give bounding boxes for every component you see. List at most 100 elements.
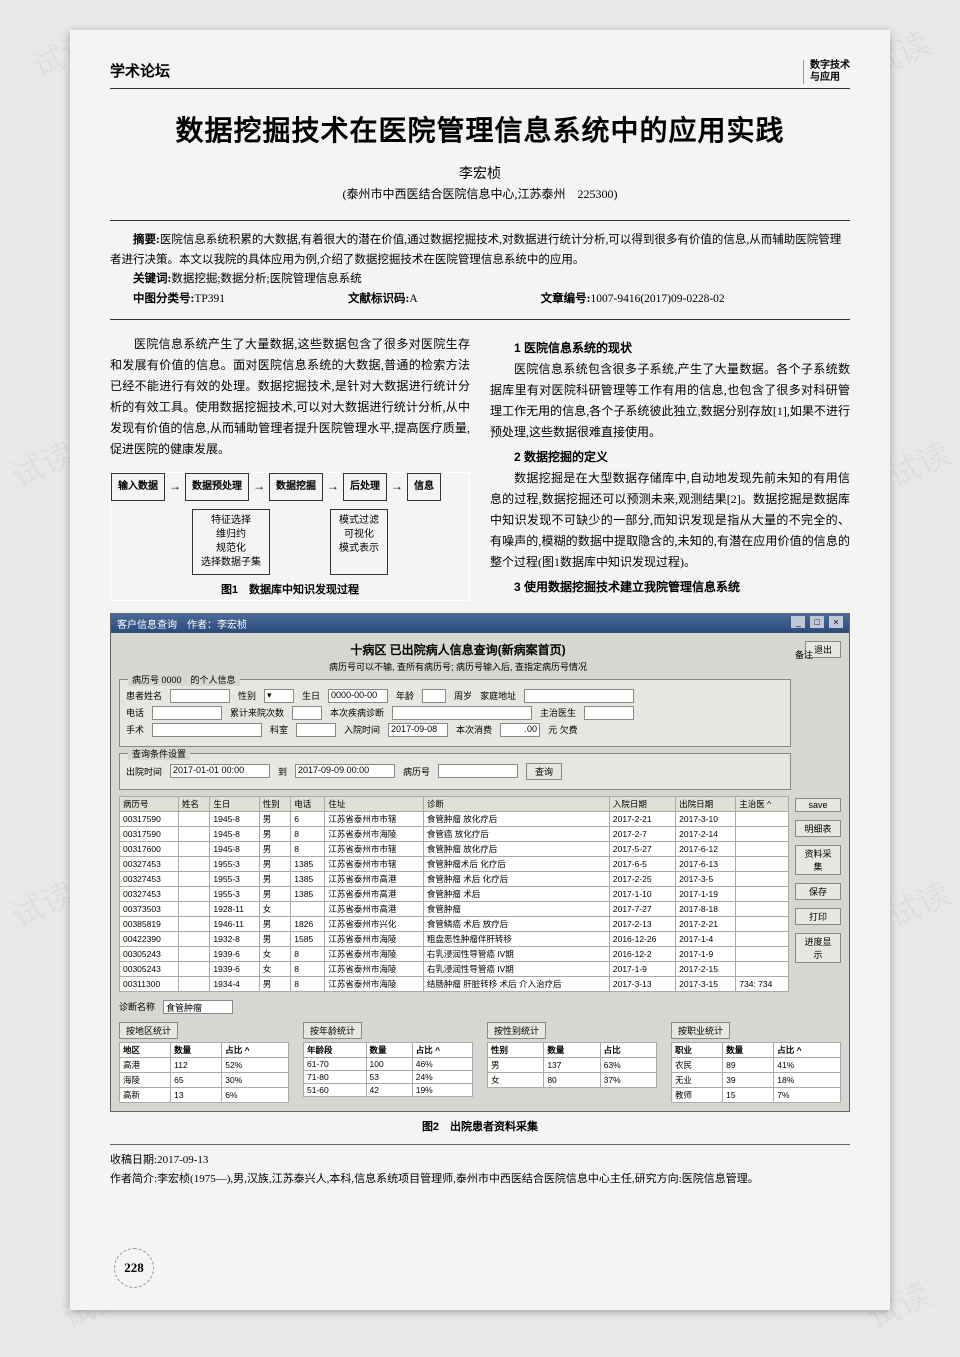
- table-row[interactable]: 003175901945-8男6江苏省泰州市市辖食管肿瘤 放化疗后2017-2-…: [120, 811, 789, 826]
- table-row[interactable]: 003175901945-8男8江苏省泰州市海陵食管癌 放化疗后2017-2-7…: [120, 826, 789, 841]
- table-header[interactable]: 入院日期: [609, 796, 675, 811]
- diag-name-input[interactable]: 食管肿瘤: [163, 1000, 233, 1014]
- dept-label: 科室: [270, 723, 288, 736]
- table-row[interactable]: 003274531955-3男1385江苏省泰州市市辖食管肿瘤术后 化疗后201…: [120, 856, 789, 871]
- stats-cell: 18%: [774, 1072, 841, 1087]
- table-row[interactable]: 003052431939-6女8江苏省泰州市海陵右乳浸润性导管癌 IV期2016…: [120, 946, 789, 961]
- close-icon[interactable]: ×: [829, 616, 843, 628]
- record-no-input[interactable]: [438, 764, 518, 778]
- received-label: 收稿日期:: [110, 1154, 157, 1166]
- sex-select[interactable]: ▾: [264, 689, 294, 703]
- stats-header: 数量: [544, 1042, 600, 1057]
- table-header[interactable]: 住址: [325, 796, 424, 811]
- maximize-icon[interactable]: □: [810, 616, 824, 628]
- search-button[interactable]: 查询: [526, 763, 562, 780]
- table-cell: 2016-12-2: [609, 946, 675, 961]
- admit-input[interactable]: 2017-09-08: [388, 723, 448, 737]
- table-header[interactable]: 电话: [291, 796, 325, 811]
- stats-age-button[interactable]: 按年龄统计: [303, 1022, 362, 1039]
- table-cell: 男: [259, 871, 291, 886]
- query-legend: 查询条件设置: [128, 747, 190, 760]
- table-row[interactable]: 003274531955-3男1385江苏省泰州市高港食管肿瘤 术后 化疗后20…: [120, 871, 789, 886]
- phone-input[interactable]: [152, 706, 222, 720]
- stats-cell: 100: [366, 1057, 412, 1070]
- table-cell: 1385: [291, 856, 325, 871]
- side-action-button[interactable]: 明细表: [795, 820, 841, 837]
- table-row[interactable]: 004223901932-8男1585江苏省泰州市海陵粗盘恶性肿瘤伴肝转移201…: [120, 931, 789, 946]
- stats-cell: 高港: [120, 1057, 171, 1072]
- table-row[interactable]: 003052431939-6女8江苏省泰州市海陵右乳浸润性导管癌 IV期2017…: [120, 961, 789, 976]
- stats-cell: 71-80: [304, 1070, 367, 1083]
- table-row[interactable]: 003176001945-8男8江苏省泰州市市辖食管肿瘤 放化疗后2017-5-…: [120, 841, 789, 856]
- table-header[interactable]: 主治医 ^: [736, 796, 789, 811]
- stats-row[interactable]: 女8037%: [488, 1072, 657, 1087]
- table-cell: 1945-8: [210, 811, 259, 826]
- stats-row[interactable]: 农民8941%: [672, 1057, 841, 1072]
- side-action-button[interactable]: 资料采集: [795, 845, 841, 875]
- admit-label: 入院时间: [344, 723, 380, 736]
- age-input[interactable]: [422, 689, 446, 703]
- table-header[interactable]: 姓名: [178, 796, 210, 811]
- diag-input[interactable]: [392, 706, 532, 720]
- table-header[interactable]: 出院日期: [676, 796, 736, 811]
- birth-input[interactable]: 0000-00-00: [328, 689, 388, 703]
- stats-row[interactable]: 海陵6530%: [120, 1072, 289, 1087]
- side-action-button[interactable]: 保存: [795, 883, 841, 900]
- visits-input[interactable]: [292, 706, 322, 720]
- stats-row[interactable]: 无业3918%: [672, 1072, 841, 1087]
- table-cell: 男: [259, 811, 291, 826]
- name-input[interactable]: [170, 689, 230, 703]
- fee-label: 本次消费: [456, 723, 492, 736]
- abstract-label: 摘要:: [133, 234, 160, 246]
- side-action-button[interactable]: 打印: [795, 908, 841, 925]
- stats-cell: 80: [544, 1072, 600, 1087]
- stats-row[interactable]: 男13763%: [488, 1057, 657, 1072]
- table-cell: [178, 871, 210, 886]
- stats-row[interactable]: 高港11252%: [120, 1057, 289, 1072]
- dept-input[interactable]: [296, 723, 336, 737]
- flow-sub-1: 特征选择 维归约 规范化 选择数据子集: [192, 509, 270, 575]
- table-cell: 食管肿瘤 放化疗后: [423, 841, 609, 856]
- stats-cell: 137: [544, 1057, 600, 1072]
- stats-cell: 教师: [672, 1087, 723, 1102]
- table-header[interactable]: 病历号: [120, 796, 179, 811]
- stats-job-button[interactable]: 按职业统计: [671, 1022, 730, 1039]
- flow-sub-2: 模式过滤 可视化 模式表示: [330, 509, 388, 575]
- table-header[interactable]: 诊断: [423, 796, 609, 811]
- stats-region-button[interactable]: 按地区统计: [119, 1022, 178, 1039]
- doctor-input[interactable]: [584, 706, 634, 720]
- table-cell: 2017-2-14: [676, 826, 736, 841]
- stats-sex-button[interactable]: 按性别统计: [487, 1022, 546, 1039]
- table-row[interactable]: 003735031928-11女江苏省泰州市高港食管肿瘤2017-7-27201…: [120, 901, 789, 916]
- stats-cell: 112: [171, 1057, 222, 1072]
- heading-3: 3 使用数据挖掘技术建立我院管理信息系统: [490, 577, 850, 598]
- stats-row[interactable]: 高新136%: [120, 1087, 289, 1102]
- side-action-button[interactable]: 进度显示: [795, 933, 841, 963]
- table-row[interactable]: 003113001934-4男8江苏省泰州市海陵结肠肿瘤 肝脏转移 术后 介入治…: [120, 976, 789, 991]
- table-row[interactable]: 003858191946-11男1826江苏省泰州市兴化食管鳞癌 术后 放疗后2…: [120, 916, 789, 931]
- stats-row[interactable]: 71-805324%: [304, 1070, 473, 1083]
- table-cell: 2017-2-7: [609, 826, 675, 841]
- table-cell: 00373503: [120, 901, 179, 916]
- stats-row[interactable]: 61-7010046%: [304, 1057, 473, 1070]
- side-action-button[interactable]: save: [795, 798, 841, 812]
- surgery-input[interactable]: [152, 723, 262, 737]
- addr-input[interactable]: [524, 689, 634, 703]
- stats-row[interactable]: 教师157%: [672, 1087, 841, 1102]
- author-name: 李宏桢: [110, 163, 850, 183]
- table-cell: 2017-1-9: [609, 961, 675, 976]
- table-header[interactable]: 性别: [259, 796, 291, 811]
- minimize-icon[interactable]: _: [791, 616, 805, 628]
- from-date-input[interactable]: 2017-01-01 00:00: [170, 764, 270, 778]
- stats-header: 性别: [488, 1042, 544, 1057]
- table-row[interactable]: 003274531955-3男1385江苏省泰州市高港食管肿瘤 术后2017-1…: [120, 886, 789, 901]
- fee-input[interactable]: .00: [500, 723, 540, 737]
- table-cell: [178, 931, 210, 946]
- table-cell: [736, 961, 789, 976]
- to-date-input[interactable]: 2017-09-09 00:00: [295, 764, 395, 778]
- table-cell: 2017-2-21: [609, 811, 675, 826]
- table-header[interactable]: 生日: [210, 796, 259, 811]
- abstract-text: 医院信息系统积累的大数据,有着很大的潜在价值,通过数据挖掘技术,对数据进行统计分…: [110, 234, 841, 266]
- stats-row[interactable]: 51-604219%: [304, 1083, 473, 1096]
- table-cell: 00317590: [120, 811, 179, 826]
